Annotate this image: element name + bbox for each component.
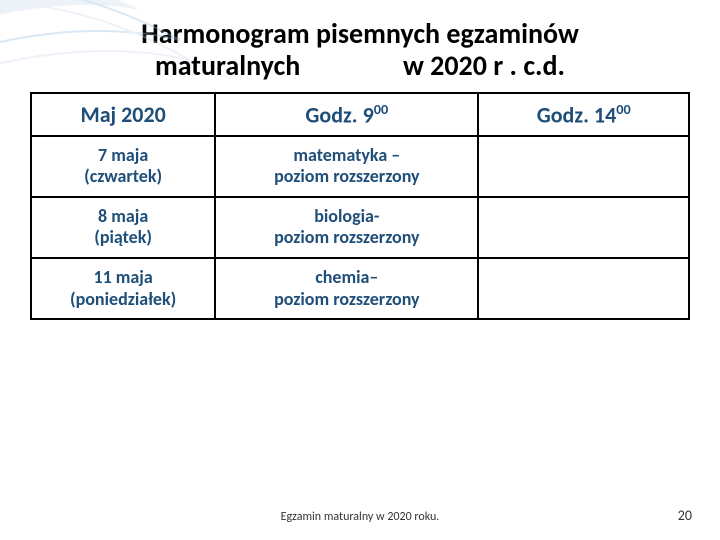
table-header-row: Maj 2020 Godz. 900 Godz. 1400 xyxy=(31,93,689,135)
slide-title: Harmonogram pisemnych egzaminów maturaln… xyxy=(0,0,720,92)
cell-date: 7 maja (czwartek) xyxy=(31,136,215,197)
cell-date: 8 maja (piątek) xyxy=(31,197,215,258)
title-line2: maturalnych w 2020 r . c.d. xyxy=(155,50,565,82)
footer-caption: Egzamin maturalny w 2020 roku. xyxy=(0,510,720,524)
cell-subject-9: chemia– poziom rozszerzony xyxy=(215,258,478,319)
title-line1: Harmonogram pisemnych egzaminów xyxy=(60,18,660,50)
cell-subject-9: matematyka – poziom rozszerzony xyxy=(215,136,478,197)
cell-subject-14 xyxy=(478,258,689,319)
cell-subject-14 xyxy=(478,197,689,258)
cell-date: 11 maja (poniedziałek) xyxy=(31,258,215,319)
slide-number: 20 xyxy=(678,507,692,524)
cell-subject-14 xyxy=(478,136,689,197)
header-time-9: Godz. 900 xyxy=(215,93,478,135)
schedule-table: Maj 2020 Godz. 900 Godz. 1400 7 maja (cz… xyxy=(30,92,690,320)
table-row: 8 maja (piątek) biologia- poziom rozszer… xyxy=(31,197,689,258)
cell-subject-9: biologia- poziom rozszerzony xyxy=(215,197,478,258)
table-row: 11 maja (poniedziałek) chemia– poziom ro… xyxy=(31,258,689,319)
table-row: 7 maja (czwartek) matematyka – poziom ro… xyxy=(31,136,689,197)
header-time-14: Godz. 1400 xyxy=(478,93,689,135)
header-month: Maj 2020 xyxy=(31,93,215,135)
